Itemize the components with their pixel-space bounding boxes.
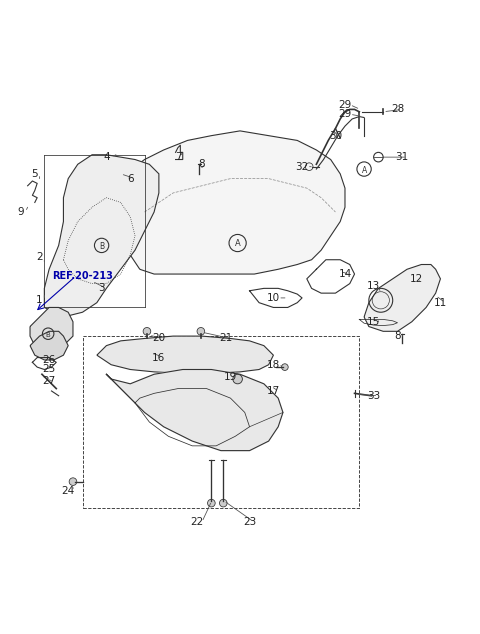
PathPatch shape xyxy=(44,155,159,317)
Circle shape xyxy=(207,500,215,507)
Text: 10: 10 xyxy=(267,293,280,303)
Text: 29: 29 xyxy=(338,109,352,119)
Circle shape xyxy=(197,328,204,335)
Text: 27: 27 xyxy=(43,377,56,387)
Text: 20: 20 xyxy=(152,333,166,344)
Circle shape xyxy=(143,328,151,335)
Text: 19: 19 xyxy=(224,372,237,382)
Text: 11: 11 xyxy=(434,298,447,307)
Circle shape xyxy=(281,364,288,370)
Text: 7: 7 xyxy=(175,152,181,162)
Text: 2: 2 xyxy=(36,252,43,262)
Text: 15: 15 xyxy=(367,317,380,327)
Text: 5: 5 xyxy=(32,169,38,179)
PathPatch shape xyxy=(30,332,68,360)
PathPatch shape xyxy=(97,336,274,373)
Text: 25: 25 xyxy=(43,365,56,375)
Text: 18: 18 xyxy=(267,359,280,370)
Text: 12: 12 xyxy=(410,274,423,284)
Text: 13: 13 xyxy=(367,281,380,291)
Text: 30: 30 xyxy=(329,131,342,141)
Text: 33: 33 xyxy=(367,391,380,401)
Text: 21: 21 xyxy=(219,333,232,344)
Text: A: A xyxy=(235,240,240,249)
Text: 22: 22 xyxy=(191,517,204,527)
Text: 28: 28 xyxy=(391,105,404,114)
Text: 6: 6 xyxy=(127,174,133,184)
PathPatch shape xyxy=(120,131,345,274)
Text: 23: 23 xyxy=(243,517,256,527)
Text: 26: 26 xyxy=(43,355,56,365)
Text: 3: 3 xyxy=(98,283,105,294)
PathPatch shape xyxy=(364,264,441,332)
Text: 14: 14 xyxy=(338,269,352,279)
Text: 29: 29 xyxy=(338,100,352,110)
Text: 9: 9 xyxy=(17,207,24,217)
Text: 16: 16 xyxy=(152,353,166,363)
Text: A: A xyxy=(361,165,367,174)
Text: B: B xyxy=(99,242,104,251)
Text: 24: 24 xyxy=(61,486,75,496)
Circle shape xyxy=(69,478,77,486)
Text: B: B xyxy=(46,332,50,338)
PathPatch shape xyxy=(30,307,73,351)
Text: 17: 17 xyxy=(267,386,280,396)
Text: 8: 8 xyxy=(199,159,205,169)
Circle shape xyxy=(219,500,227,507)
Text: 1: 1 xyxy=(36,295,43,306)
Text: 31: 31 xyxy=(396,152,409,162)
Text: 32: 32 xyxy=(295,162,309,172)
Text: 4: 4 xyxy=(103,152,110,162)
Polygon shape xyxy=(107,370,283,451)
Text: REF.20-213: REF.20-213 xyxy=(52,271,113,281)
Text: 8: 8 xyxy=(394,331,401,341)
Circle shape xyxy=(233,374,242,384)
